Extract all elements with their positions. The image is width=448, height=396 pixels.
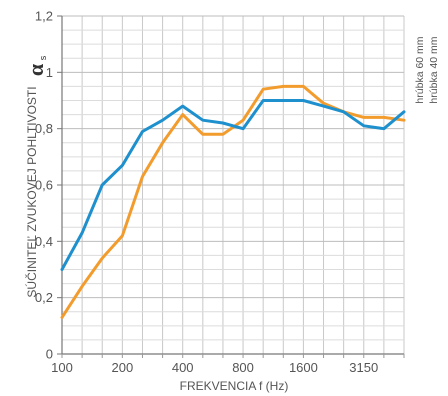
y-tick-label: 1,2 [35, 9, 53, 24]
legend-entry-60mm: hrúbka 60 mm [414, 36, 426, 103]
legend-entry-40mm: hrúbka 40 mm [428, 36, 440, 103]
y-tick-label: 0,8 [35, 121, 53, 136]
x-tick-label: 1600 [289, 360, 318, 375]
x-tick-label: 100 [51, 360, 73, 375]
y-tick-label: 0,6 [35, 178, 53, 193]
x-tick-label: 400 [172, 360, 194, 375]
series-line-60mm [60, 99, 406, 271]
y-tick-label: 1 [46, 65, 53, 80]
x-axis-title: FREKVENCIA f (Hz) [180, 379, 289, 393]
axes [57, 15, 405, 358]
x-tick-label: 3150 [349, 360, 378, 375]
series-lines [60, 84, 406, 319]
series-line-40mm [60, 84, 406, 319]
alpha-symbol: α [23, 63, 48, 76]
tick-labels: 0 0,2 0,4 0,6 0,8 1 1,2 100 200 400 800 1600 3150 [35, 9, 378, 376]
x-tick-label: 800 [232, 360, 254, 375]
y-tick-label: 0,4 [35, 234, 53, 249]
y-axis-title: SÚČINITEĽ ZVUKOVEJ POHLTIVOSTI α s [23, 55, 48, 297]
y-tick-label: 0 [46, 347, 53, 362]
y-axis-title-text: SÚČINITEĽ ZVUKOVEJ POHLTIVOSTI [24, 86, 39, 297]
grid [62, 15, 405, 354]
alpha-subscript: s [38, 55, 48, 60]
legend: hrúbka 60 mm hrúbka 40 mm [414, 36, 440, 103]
x-tick-label: 200 [112, 360, 134, 375]
y-tick-label: 0,2 [35, 290, 53, 305]
